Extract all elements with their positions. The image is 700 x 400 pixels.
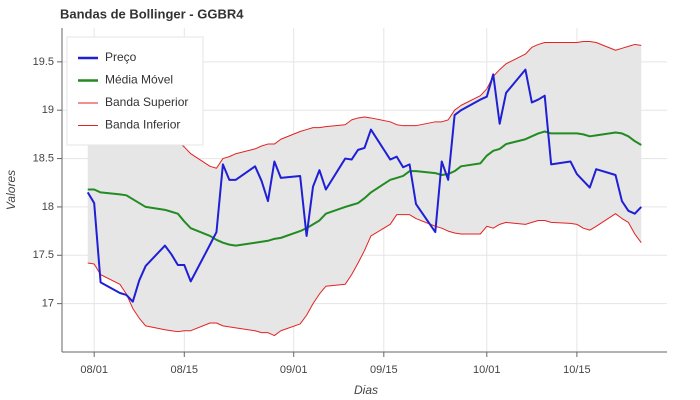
x-axis-label: Dias: [354, 383, 378, 397]
x-tick-label: 08/15: [171, 364, 199, 376]
line: [87, 213, 642, 337]
y-tick-label: 19: [42, 104, 54, 116]
y-tick-label: 19.5: [33, 56, 54, 68]
legend-box: [66, 36, 204, 146]
x-tick-label: 09/01: [280, 364, 308, 376]
x-tick-label: 08/01: [80, 364, 108, 376]
band-fill: [87, 41, 642, 336]
x-tick-label: 09/15: [370, 364, 398, 376]
legend-text: Banda Superior: [105, 95, 188, 109]
chart-title: Bandas de Bollinger - GGBR4: [60, 6, 244, 21]
line: [86, 68, 642, 303]
x-tick-label: 10/01: [473, 364, 501, 376]
y-tick-label: 17: [42, 298, 54, 310]
legend-text: Média Móvel: [105, 73, 173, 87]
x-tick-label: 10/15: [563, 364, 591, 376]
y-tick-label: 18: [42, 201, 54, 213]
y-tick-label: 17.5: [33, 249, 54, 261]
legend-text: Preço: [105, 50, 137, 64]
legend-text: Banda Inferior: [105, 118, 180, 132]
y-tick-label: 18.5: [33, 152, 54, 164]
y-axis-label: Valores: [4, 170, 18, 210]
